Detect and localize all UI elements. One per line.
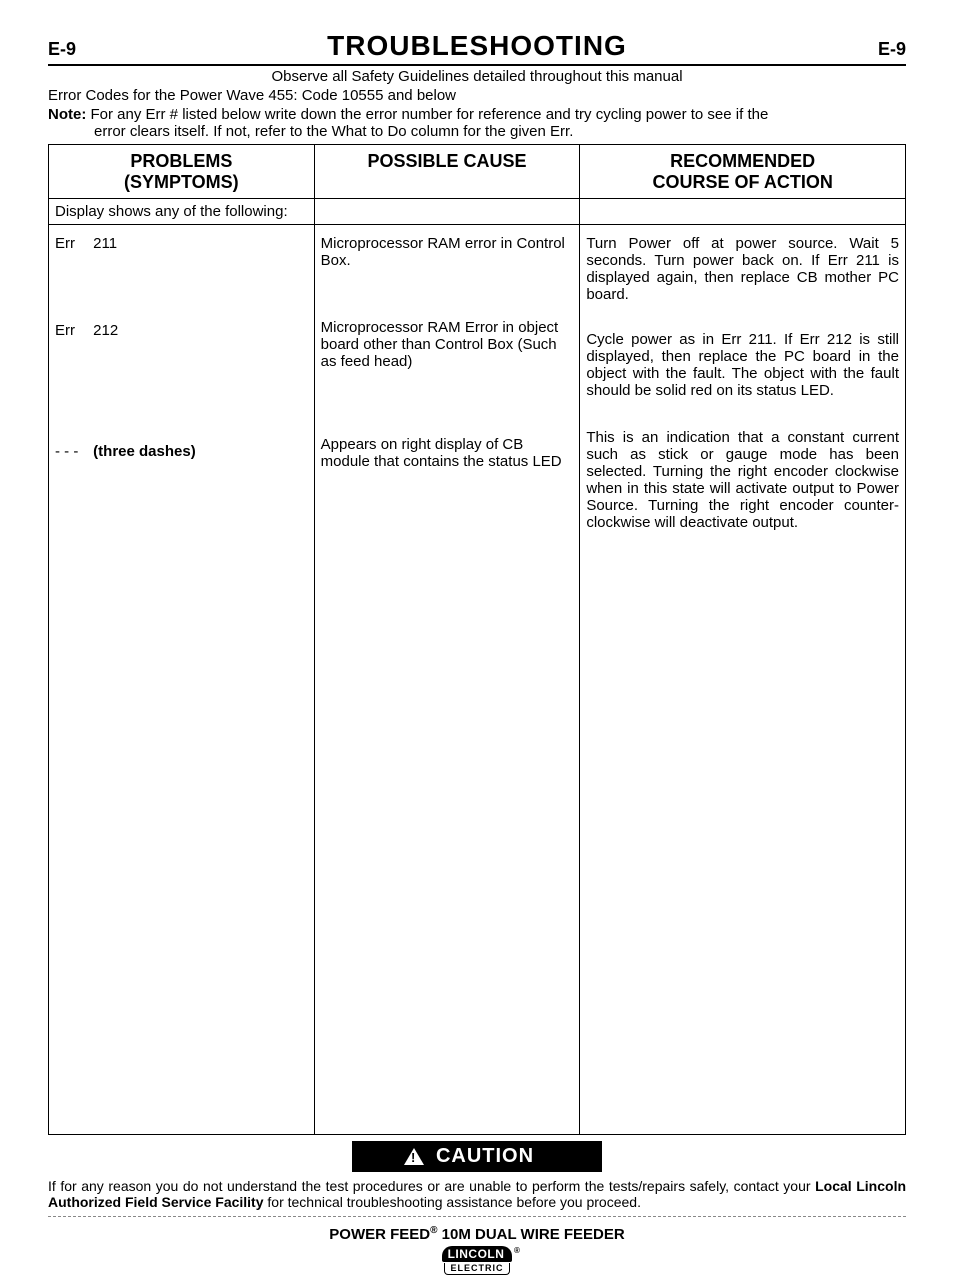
action-cell: Turn Power off at power source. Wait 5 s…	[580, 225, 906, 1135]
header-problems: PROBLEMS (SYMPTOMS)	[49, 145, 315, 199]
problems-cell: Err 211 Err 212 - - - (three dashes)	[49, 225, 315, 1135]
caution-text-after: for technical troubleshooting assistance…	[264, 1194, 641, 1210]
err-prefix-1: Err	[55, 322, 89, 339]
caution-label: CAUTION	[436, 1145, 534, 1168]
table-body-row: Err 211 Err 212 - - - (three dashes) Mic…	[49, 225, 906, 1135]
logo-lincoln: LINCOLN	[448, 1247, 505, 1261]
error-codes-subtitle: Error Codes for the Power Wave 455: Code…	[48, 87, 906, 104]
note-line: Note: For any Err # listed below write d…	[48, 106, 906, 123]
cause-cell: Microprocessor RAM error in Control Box.…	[314, 225, 580, 1135]
problem-entry-1: Err 212	[55, 316, 308, 339]
cause-entry-1: Microprocessor RAM Error in object board…	[321, 319, 574, 370]
header-action: RECOMMENDED COURSE OF ACTION	[580, 145, 906, 199]
err-code-1: 212	[93, 322, 118, 339]
err-code-0: 211	[93, 235, 117, 252]
footer-product-name: POWER FEED® 10M DUAL WIRE FEEDER	[48, 1225, 906, 1243]
logo-top-text: LINCOLN®	[442, 1246, 513, 1262]
page-footer: POWER FEED® 10M DUAL WIRE FEEDER LINCOLN…	[48, 1225, 906, 1276]
table-intro-row: Display shows any of the following:	[49, 199, 906, 225]
safety-guideline-text: Observe all Safety Guidelines detailed t…	[48, 68, 906, 85]
cause-entry-2: Appears on right display of CB module th…	[321, 436, 574, 470]
action-entry-0: Turn Power off at power source. Wait 5 s…	[586, 229, 899, 303]
header-cause: POSSIBLE CAUSE	[314, 145, 580, 199]
intro-cause-empty	[314, 199, 580, 225]
err-prefix-0: Err	[55, 235, 89, 252]
logo-bottom-text: ELECTRIC	[444, 1263, 510, 1275]
problem-entry-0: Err 211	[55, 229, 308, 252]
page-code-left: E-9	[48, 39, 76, 60]
page-code-right: E-9	[878, 39, 906, 60]
note-label: Note:	[48, 106, 86, 123]
header-action-l2: COURSE OF ACTION	[652, 172, 832, 192]
intro-cell: Display shows any of the following:	[49, 199, 315, 225]
err-code-2: (three dashes)	[93, 443, 196, 460]
logo-registered-icon: ®	[514, 1246, 520, 1255]
lincoln-logo: LINCOLN® ELECTRIC	[442, 1245, 513, 1275]
header-problems-l1: PROBLEMS	[130, 151, 232, 171]
table-header-row: PROBLEMS (SYMPTOMS) POSSIBLE CAUSE RECOM…	[49, 145, 906, 199]
troubleshooting-table: PROBLEMS (SYMPTOMS) POSSIBLE CAUSE RECOM…	[48, 144, 906, 1135]
problem-entry-2: - - - (three dashes)	[55, 437, 308, 460]
header-problems-l2: (SYMPTOMS)	[124, 172, 239, 192]
caution-banner: CAUTION	[48, 1141, 906, 1172]
header-action-l1: RECOMMENDED	[670, 151, 815, 171]
caution-paragraph: If for any reason you do not understand …	[48, 1178, 906, 1217]
action-entry-2: This is an indication that a constant cu…	[586, 429, 899, 531]
caution-box: CAUTION	[352, 1141, 602, 1172]
warning-triangle-icon	[404, 1148, 424, 1165]
note-text-1: For any Err # listed below write down th…	[91, 106, 769, 123]
cause-entry-0: Microprocessor RAM error in Control Box.	[321, 229, 574, 269]
caution-text-before: If for any reason you do not understand …	[48, 1178, 815, 1194]
page-title: TROUBLESHOOTING	[327, 30, 627, 62]
note-text-2: error clears itself. If not, refer to th…	[48, 123, 906, 140]
action-entry-1: Cycle power as in Err 211. If Err 212 is…	[586, 331, 899, 399]
page-header: E-9 TROUBLESHOOTING E-9	[48, 30, 906, 66]
err-prefix-2: - - -	[55, 443, 89, 460]
intro-action-empty	[580, 199, 906, 225]
